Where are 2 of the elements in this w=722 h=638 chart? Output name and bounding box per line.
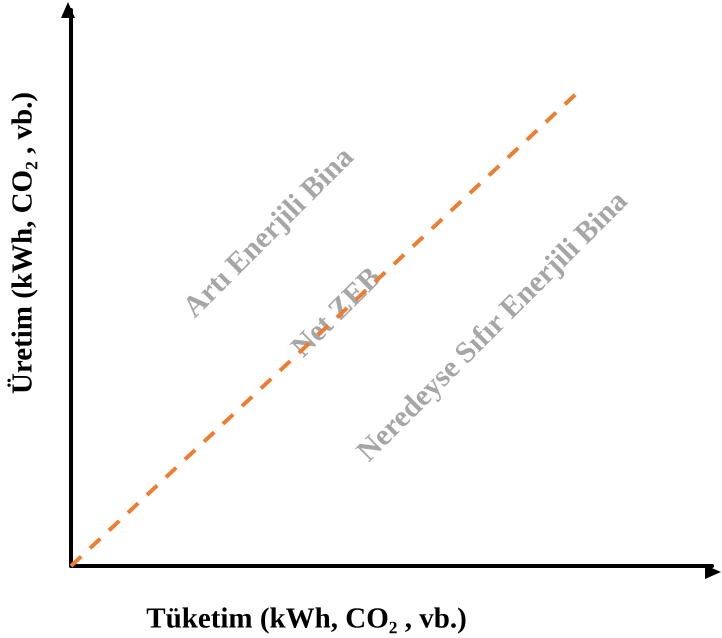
x-axis-title: Tüketim (kWh, CO₂ , vb.): [146, 602, 467, 634]
y-axis-title: Üretim (kWh, CO₂ , vb.): [6, 92, 38, 394]
